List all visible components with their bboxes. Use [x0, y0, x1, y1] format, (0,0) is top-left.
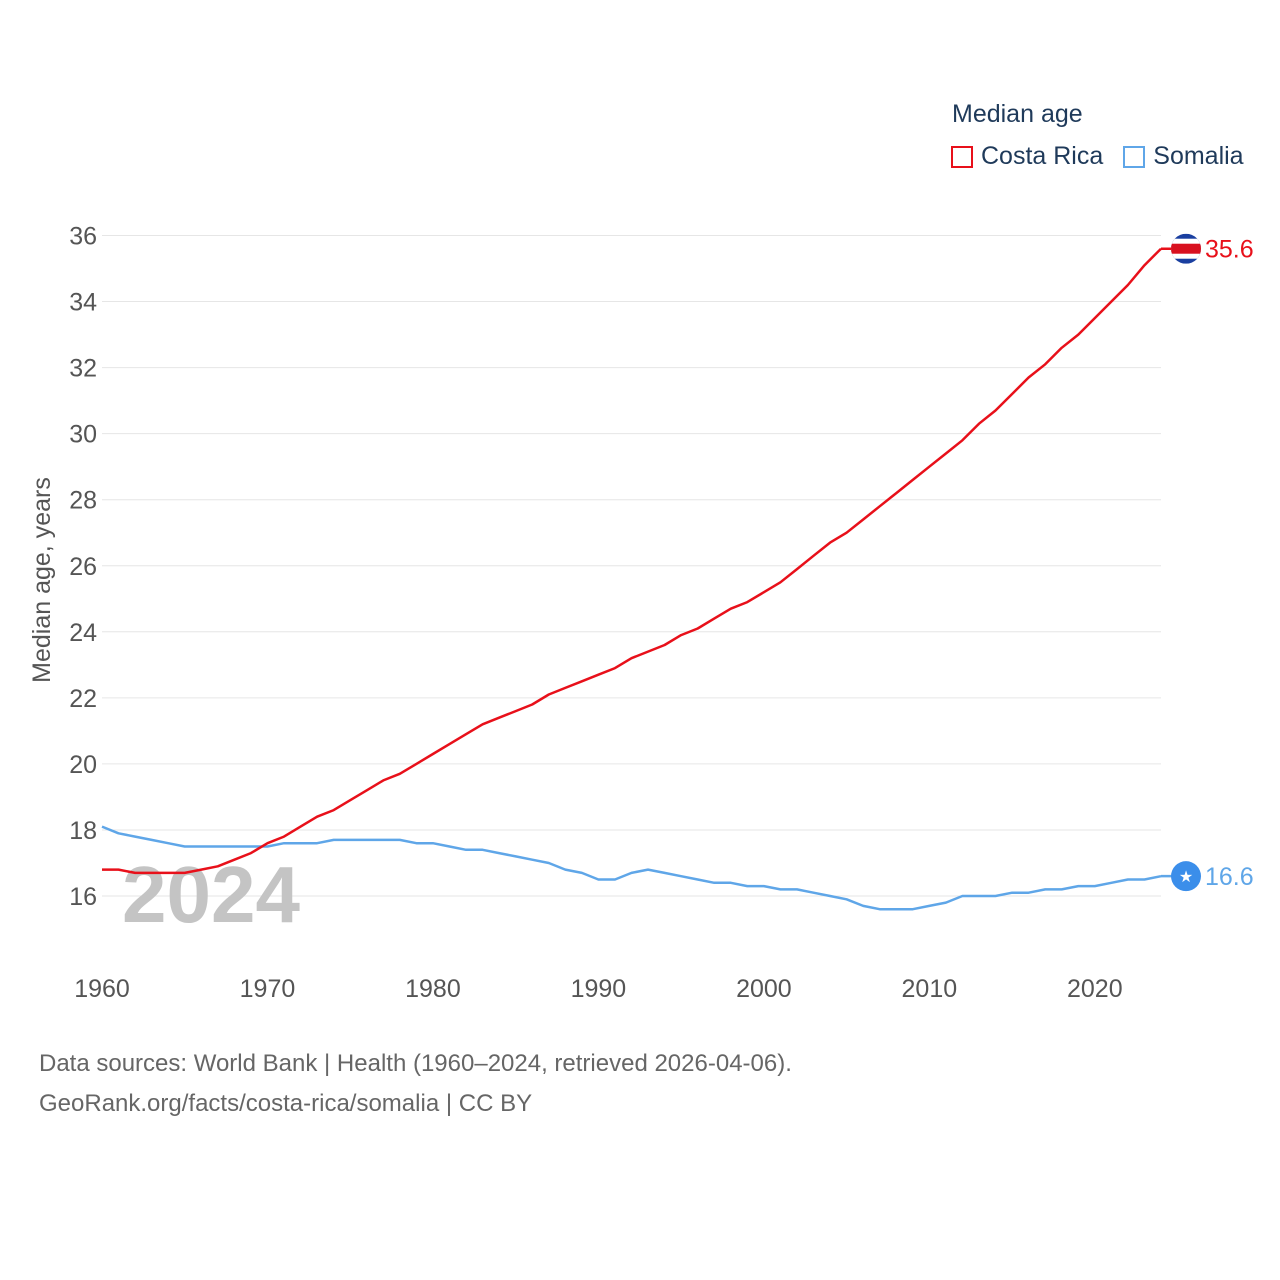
- x-tick-label: 2020: [1067, 975, 1123, 1003]
- footer-source-line: Data sources: World Bank | Health (1960–…: [39, 1050, 792, 1077]
- y-tick-label: 16: [69, 883, 97, 911]
- legend-item-somalia[interactable]: Somalia: [1123, 142, 1244, 171]
- y-tick-label: 36: [69, 223, 97, 251]
- legend-item-costa-rica[interactable]: Costa Rica: [951, 142, 1103, 171]
- somalia-flag-icon: ★: [1171, 861, 1201, 892]
- data-source-footer: Data sources: World Bank | Health (1960–…: [39, 1044, 792, 1124]
- star-icon: ★: [1179, 867, 1193, 886]
- legend-swatch-somalia: [1123, 145, 1146, 168]
- y-tick-label: 28: [69, 487, 97, 515]
- legend-label-somalia: Somalia: [1153, 142, 1244, 170]
- legend-swatch-costa-rica: [951, 145, 973, 168]
- x-tick-label: 1990: [571, 975, 627, 1003]
- legend-title: Median age: [952, 100, 1083, 128]
- x-tick-label: 1970: [240, 975, 296, 1003]
- year-watermark: 2024: [122, 850, 300, 939]
- y-tick-label: 18: [69, 817, 97, 845]
- legend: Costa Rica Somalia: [951, 142, 1264, 171]
- y-tick-label: 30: [69, 421, 97, 449]
- y-tick-label: 20: [69, 751, 97, 779]
- x-tick-label: 2000: [736, 975, 792, 1003]
- x-tick-label: 2010: [902, 975, 958, 1003]
- y-tick-label: 32: [69, 355, 97, 383]
- x-tick-label: 1960: [74, 975, 130, 1003]
- series-line-somalia: [101, 825, 1162, 911]
- costa-rica-flag-icon: [1171, 233, 1201, 264]
- footer-url-line[interactable]: GeoRank.org/facts/costa-rica/somalia | C…: [39, 1090, 533, 1117]
- y-tick-label: 34: [69, 289, 97, 317]
- y-tick-label: 24: [69, 619, 97, 647]
- y-tick-label: 22: [69, 685, 97, 713]
- costa-rica-end-label: 35.6: [1205, 236, 1254, 264]
- flag-stripes: [1171, 233, 1201, 264]
- somalia-end-label: 16.6: [1205, 863, 1254, 891]
- somalia-flag-circle: [1171, 861, 1201, 892]
- y-axis-title: Median age, years: [28, 477, 56, 683]
- flag-red: [1171, 243, 1201, 254]
- y-tick-label: 26: [69, 553, 97, 581]
- legend-label-costa-rica: Costa Rica: [981, 142, 1104, 170]
- x-tick-label: 1980: [405, 975, 461, 1003]
- series-line-costa-rica: [102, 247, 1162, 875]
